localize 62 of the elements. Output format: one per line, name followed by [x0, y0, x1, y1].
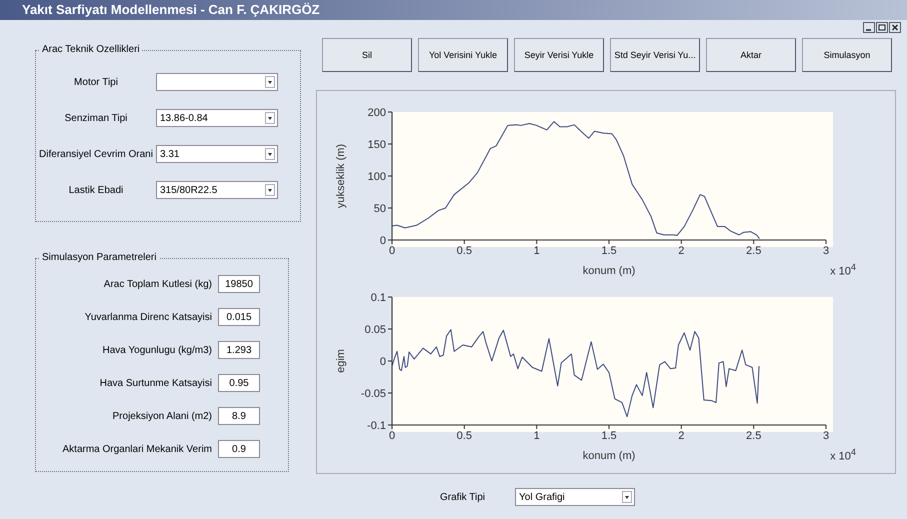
text: Yakıt Sarfiyatı Modellenmesi - Can F. ÇAKIRGÖZ	[0, 0, 907, 20]
x-tick-label: 1.5	[601, 244, 617, 257]
text: Hava Yogunlugu (kg/m3)	[101, 344, 213, 356]
text: Diferansiyel Cevrim Orani	[38, 148, 154, 160]
x-tick-label: 3	[822, 244, 830, 257]
y-tick-label: 150	[368, 138, 386, 151]
text: 0.95	[218, 374, 260, 392]
x-tick-label: 2	[678, 244, 684, 257]
text: 0.015	[218, 308, 260, 326]
text: Grafik Tipi	[440, 492, 486, 502]
y-tick-label: 100	[368, 170, 386, 183]
y-tick-label: 200	[368, 106, 386, 119]
line-series	[392, 329, 760, 418]
x-tick-label: 2.5	[746, 244, 762, 257]
y-axis-title: egim	[334, 349, 347, 373]
text: 8.9	[218, 407, 260, 425]
text: Seyir Verisi Yukle	[514, 38, 604, 72]
text: 3.31	[160, 148, 180, 160]
text: Sil	[322, 38, 412, 72]
x-axis-title: konum (m)	[582, 450, 636, 462]
x-axis-title: konum (m)	[582, 265, 636, 277]
text: Aktarma Organlari Mekanik Verim	[62, 444, 213, 454]
y-tick-label: 0	[380, 234, 386, 247]
text: Yol Verisini Yukle	[418, 38, 508, 72]
y-tick-label: -0.1	[367, 420, 386, 432]
y-tick-label: 50	[374, 202, 386, 215]
text: Motor Tipi	[73, 76, 119, 88]
text: 315/80R22.5	[160, 184, 218, 196]
text: x 10$^{4}$	[830, 262, 856, 278]
text: Projeksiyon Alani (m2)	[112, 410, 213, 422]
text: Std Seyir Verisi Yu...	[610, 38, 700, 72]
text: Yuvarlanma Direnc Katsayisi	[84, 312, 213, 322]
x-tick-label: 1.5	[601, 430, 617, 442]
text: Hava Surtunme Katsayisi	[98, 378, 213, 388]
y-tick-label: 0.05	[364, 324, 386, 336]
text: Aktar	[706, 38, 796, 72]
x-tick-label: 0.5	[456, 244, 472, 257]
text: Arac Toplam Kutlesi (kg)	[102, 278, 213, 290]
text: x 10$^{4}$	[830, 447, 856, 463]
y-tick-label: 0.1	[370, 292, 386, 304]
text: Simulasyon	[802, 38, 892, 72]
x-tick-label: 0	[388, 430, 396, 442]
text: 19850	[218, 275, 260, 293]
text: 0.9	[218, 440, 260, 458]
x-tick-label: 3	[822, 430, 830, 442]
text: 1.293	[218, 341, 260, 359]
x-tick-label: 0.5	[456, 430, 472, 442]
text: 13.86-0.84	[160, 112, 208, 124]
x-tick-label: 1	[534, 244, 540, 257]
line-series	[392, 121, 760, 240]
y-axis-title: yukseklik (m)	[334, 144, 347, 208]
text: Arac Teknik Ozellikleri	[40, 44, 142, 55]
text: Yol Grafigi	[519, 492, 565, 502]
x-tick-label: 2.5	[746, 430, 762, 442]
x-tick-label: 2	[678, 430, 684, 442]
text: Simulasyon Parametreleri	[40, 252, 158, 263]
y-tick-label: 0	[380, 356, 386, 368]
text: Lastik Ebadi	[68, 184, 124, 196]
y-tick-label: -0.05	[360, 388, 386, 400]
x-tick-label: 1	[534, 430, 540, 442]
text: Senziman Tipi	[64, 112, 128, 124]
x-tick-label: 0	[388, 244, 396, 257]
